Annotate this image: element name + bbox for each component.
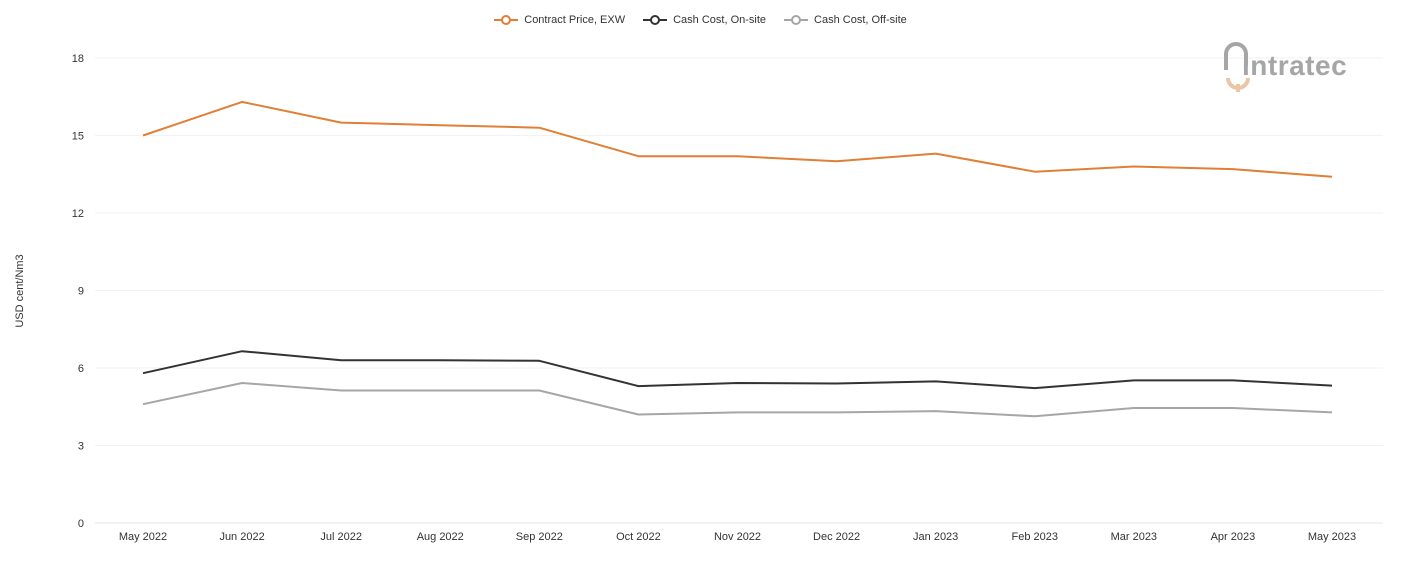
y-tick-label: 15 — [72, 131, 84, 143]
legend: Contract Price, EXW Cash Cost, On-site Cas… — [0, 14, 1401, 26]
logo-text: intratec — [1242, 50, 1348, 81]
x-tick-label: Feb 2023 — [1012, 531, 1058, 543]
series-line-1 — [142, 350, 1333, 390]
x-tick-label: Jul 2022 — [320, 531, 362, 543]
y-tick-label: 3 — [78, 441, 84, 453]
x-tick-label: Mar 2023 — [1111, 531, 1157, 543]
legend-label: Cash Cost, On-site — [673, 14, 767, 26]
x-tick-label: Apr 2023 — [1211, 531, 1256, 543]
x-tick-label: May 2022 — [119, 531, 167, 543]
legend-item: Cash Cost, On-site — [643, 14, 766, 26]
legend-swatch-icon — [494, 15, 519, 25]
x-tick-label: Jun 2022 — [219, 531, 264, 543]
legend-swatch-icon — [784, 15, 809, 25]
legend-label: Contract Price, EXW — [524, 14, 626, 26]
series-line-0 — [142, 100, 1333, 178]
x-tick-label: Aug 2022 — [417, 531, 464, 543]
y-tick-label: 12 — [72, 208, 84, 220]
x-tick-label: Oct 2022 — [616, 531, 661, 543]
x-tick-label: Sep 2022 — [516, 531, 563, 543]
y-tick-label: 0 — [78, 518, 84, 530]
intratec-logo: intratec — [1222, 40, 1372, 96]
x-tick-label: Jan 2023 — [913, 531, 958, 543]
y-tick-label: 6 — [78, 363, 84, 375]
x-tick-label: May 2023 — [1308, 531, 1356, 543]
logo-mark-icon — [1224, 42, 1250, 92]
x-tick-label: Nov 2022 — [714, 531, 761, 543]
series-line-2 — [142, 382, 1333, 418]
y-tick-label: 18 — [72, 53, 84, 65]
y-tick-label: 9 — [78, 286, 84, 298]
legend-swatch-icon — [643, 15, 668, 25]
legend-item: Cash Cost, Off-site — [784, 14, 907, 26]
legend-label: Cash Cost, Off-site — [814, 14, 907, 26]
legend-item: Contract Price, EXW — [494, 14, 625, 26]
x-tick-label: Dec 2022 — [813, 531, 860, 543]
